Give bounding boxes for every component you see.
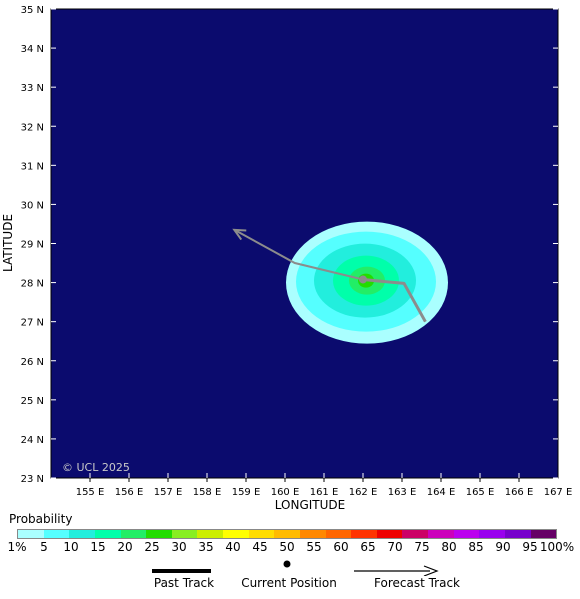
scale-label: 20 [117, 540, 133, 554]
scale-label: 60 [333, 540, 349, 554]
color-bar-swatch [504, 530, 531, 538]
color-bar-swatch [146, 530, 172, 538]
scale-label: 100% [539, 540, 575, 554]
lon-tick-label: 161 E [310, 487, 339, 498]
track-key: Past Track Current Position Forecast Tra… [0, 560, 580, 596]
scale-label: 70 [387, 540, 403, 554]
forecast-track-label: Forecast Track [374, 576, 460, 590]
probability-field [286, 221, 448, 344]
scale-label: 90 [495, 540, 511, 554]
color-bar-swatch [43, 530, 70, 538]
current-position-symbol [283, 560, 291, 568]
lon-tick-label: 167 E [544, 487, 573, 498]
color-bar-swatch [197, 530, 223, 538]
color-bar-swatch [376, 530, 403, 538]
storm-track [232, 228, 427, 323]
lon-tick-label: 166 E [505, 487, 534, 498]
forecast-track-line [233, 228, 364, 281]
color-bar-swatch [453, 530, 480, 538]
map-background [50, 8, 559, 479]
scale-label: 75 [414, 540, 430, 554]
scale-label: 15 [90, 540, 106, 554]
scale-label: 35 [198, 540, 214, 554]
track-key-symbols [152, 560, 439, 576]
scale-label: 5 [40, 540, 48, 554]
legend-title: Probability [9, 512, 73, 526]
color-bar-swatch [248, 530, 275, 538]
map-panel: 155 E 156 E 157 E 158 E 159 E 160 E 161 E 162 E… [1, 5, 573, 512]
scale-label: 85 [468, 540, 484, 554]
color-bar-swatch [325, 530, 352, 538]
scale-label: 10 [63, 540, 79, 554]
lon-tick-label: 157 E [154, 487, 183, 498]
color-bar-swatch [428, 530, 454, 538]
scale-label: 30 [171, 540, 187, 554]
lat-tick-label: 33 N [21, 83, 44, 94]
color-bar-swatch [223, 530, 249, 538]
current-position-label: Current Position [241, 576, 337, 590]
current-position-marker [359, 275, 367, 284]
past-track-label: Past Track [153, 576, 215, 590]
lon-tick-label: 156 E [115, 487, 144, 498]
lat-tick-label: 30 N [21, 200, 44, 211]
lat-tick-label: 31 N [21, 161, 44, 172]
color-bar-swatch [530, 530, 557, 538]
scale-label: 1% [7, 540, 27, 554]
color-bar-swatch [94, 530, 121, 538]
forecast-arrowhead-icon [423, 565, 439, 576]
color-bar-swatch [479, 530, 505, 538]
scale-label: 40 [225, 540, 241, 554]
lon-tick-label: 163 E [388, 487, 417, 498]
lat-tick-label: 32 N [21, 122, 44, 133]
color-bar-swatch [274, 530, 300, 538]
scale-label: 45 [252, 540, 268, 554]
color-bar-swatch [18, 530, 44, 538]
scale-label: 55 [306, 540, 322, 554]
color-bar-swatch [69, 530, 95, 538]
scale-label: 25 [144, 540, 160, 554]
probability-color-bar [17, 529, 557, 539]
lat-tick-label: 28 N [21, 279, 44, 290]
lat-tick-label: 23 N [21, 474, 44, 485]
probability-map: 155 E 156 E 157 E 158 E 159 E 160 E 161 E 162 E… [1, 5, 573, 512]
forecast-arrowhead-icon [232, 228, 247, 241]
scale-label: 50 [279, 540, 295, 554]
scale-label: 95 [522, 540, 538, 554]
lat-tick-label: 27 N [21, 318, 44, 329]
lat-tick-label: 29 N [21, 240, 44, 251]
lon-tick-label: 155 E [76, 487, 105, 498]
lon-tick-label: 164 E [427, 487, 456, 498]
axis-ticks: 155 E 156 E 157 E 158 E 159 E 160 E 161 E 162 E… [21, 5, 573, 498]
lat-tick-label: 24 N [21, 435, 44, 446]
color-bar-swatch [120, 530, 147, 538]
color-bar-swatch [402, 530, 428, 538]
lon-tick-label: 159 E [232, 487, 261, 498]
lon-tick-label: 160 E [271, 487, 300, 498]
probability-scale-labels: 1% 5 10 15 20 25 30 35 40 45 50 55 60 65 70 75 80 85 90 95 1… [0, 540, 580, 554]
lat-tick-label: 26 N [21, 357, 44, 368]
scale-label: 80 [441, 540, 457, 554]
color-bar-swatch [351, 530, 377, 538]
color-bar-swatch [299, 530, 326, 538]
lat-tick-label: 35 N [21, 5, 44, 16]
lon-tick-label: 165 E [466, 487, 495, 498]
lat-tick-label: 34 N [21, 44, 44, 55]
lat-tick-label: 25 N [21, 396, 44, 407]
x-axis-title: LONGITUDE [275, 498, 345, 512]
y-axis-title: LATITUDE [1, 214, 15, 272]
color-bar-swatch [171, 530, 198, 538]
lon-tick-label: 158 E [193, 487, 222, 498]
scale-label: 65 [360, 540, 376, 554]
copyright-notice: © UCL 2025 [62, 461, 130, 474]
lon-tick-label: 162 E [349, 487, 378, 498]
past-track-line [362, 278, 427, 323]
